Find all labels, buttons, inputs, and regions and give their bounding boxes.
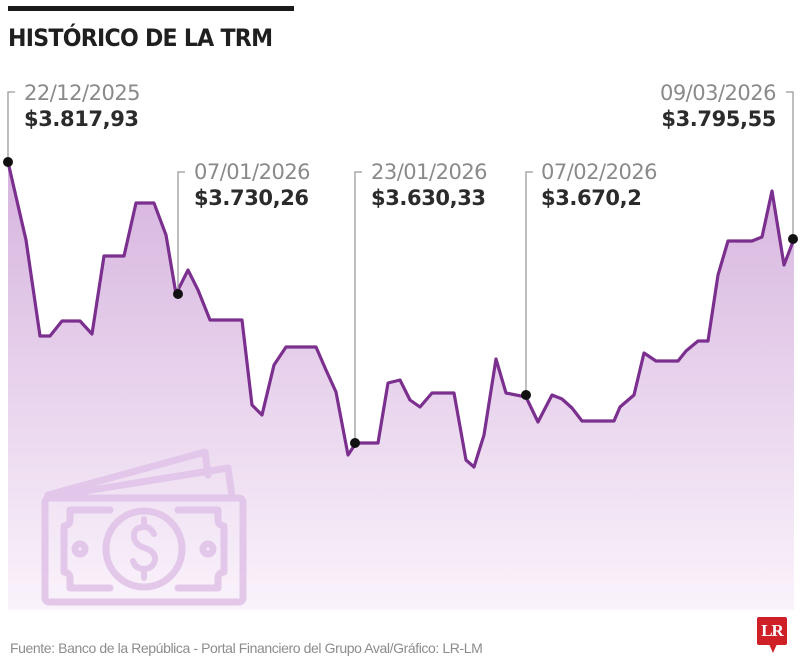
annotation-07-01-2026: 07/01/2026 $3.730,26	[194, 159, 311, 211]
annotation-09-03-2026: 09/03/2026 $3.795,55	[659, 80, 777, 132]
annotation-value: $3.670,2	[541, 186, 642, 210]
marker-23-01-2026	[350, 438, 360, 448]
trm-line	[6, 161, 796, 469]
chart-title: HISTÓRICO DE LA TRM	[8, 24, 273, 52]
annotation-07-02-2026: 07/02/2026 $3.670,2	[541, 159, 658, 211]
marker-09-03-2026	[788, 234, 798, 244]
lr-logo: LR	[757, 617, 787, 653]
annotation-23-01-2026: 23/01/2026 $3.630,33	[371, 159, 488, 211]
annotation-value: $3.630,33	[371, 186, 486, 210]
marker-22-12-2025	[3, 157, 13, 167]
annotation-date: 23/01/2026	[371, 160, 488, 184]
annotation-value: $3.730,26	[194, 186, 309, 210]
annotation-value: $3.817,93	[24, 107, 139, 131]
marker-07-02-2026	[521, 390, 531, 400]
area-fill	[8, 162, 794, 610]
source-note: Fuente: Banco de la República - Portal F…	[10, 640, 483, 656]
annotation-value: $3.795,55	[661, 107, 776, 131]
title-rule	[8, 6, 294, 11]
marker-07-01-2026	[173, 289, 183, 299]
money-bills-dollar-icon	[41, 448, 247, 606]
annotation-date: 22/12/2025	[24, 81, 141, 105]
leader-lines	[7, 91, 794, 443]
annotation-date: 09/03/2026	[659, 81, 777, 105]
annotation-22-12-2025: 22/12/2025 $3.817,93	[24, 80, 141, 132]
highlight-markers	[3, 157, 798, 448]
annotation-date: 07/01/2026	[194, 160, 311, 184]
annotation-date: 07/02/2026	[541, 160, 658, 184]
